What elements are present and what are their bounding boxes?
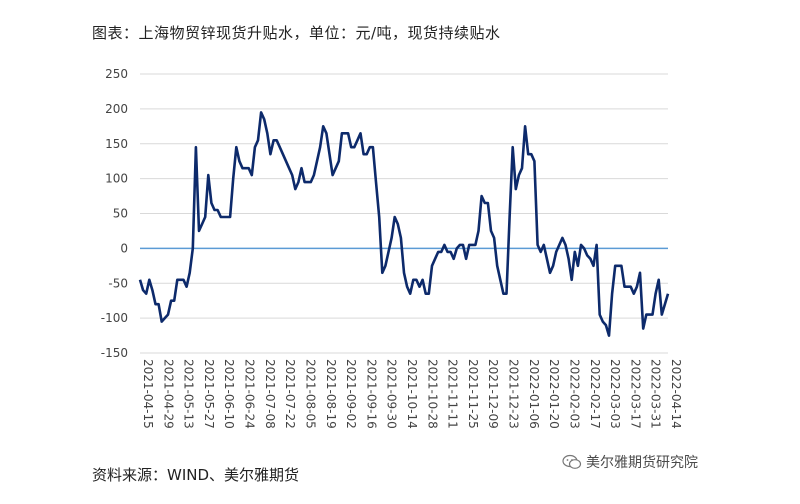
x-tick-label: 2022-04-14 [669,359,683,429]
x-axis: 2021-04-15 2021-04-29 2021-05-13 2021-05-27… [141,359,683,429]
series-line [138,111,670,337]
y-tick-label: -50 [108,276,128,290]
x-tick-label: 2021-08-05 [303,359,317,429]
y-axis: -150 -100 -50 0 50 100 150 200 250 [101,67,128,360]
x-tick-label: 2021-04-15 [141,359,155,429]
y-tick-label: 100 [105,172,128,186]
y-tick-label: -150 [101,346,128,360]
watermark: 美尔雅期货研究院 [562,452,698,472]
x-tick-label: 2022-03-03 [608,359,622,429]
x-tick-label: 2021-10-28 [425,359,439,429]
x-tick-label: 2021-11-25 [466,359,480,429]
x-tick-label: 2021-09-02 [344,359,358,429]
x-tick-label: 2022-03-31 [649,359,663,429]
wechat-icon [562,454,582,469]
x-tick-label: 2021-05-13 [182,359,196,429]
x-tick-label: 2021-10-14 [405,359,419,429]
x-tick-label: 2022-01-20 [547,359,561,429]
chart-title: 图表：上海物贸锌现货升贴水，单位：元/吨，现货持续贴水 [92,24,501,42]
y-tick-label: 0 [120,241,128,255]
x-tick-label: 2021-12-09 [486,359,500,429]
y-tick-label: 150 [105,137,128,151]
x-tick-label: 2021-09-16 [364,359,378,429]
x-tick-label: 2022-02-17 [588,359,602,429]
x-tick-label: 2022-03-17 [628,359,642,429]
y-tick-label: 250 [105,67,128,81]
x-tick-label: 2021-05-27 [202,359,216,429]
y-tick-label: -100 [101,311,128,325]
x-tick-label: 2021-11-11 [446,359,460,429]
x-tick-label: 2021-07-22 [283,359,297,429]
watermark-text: 美尔雅期货研究院 [586,455,698,471]
x-tick-label: 2021-07-08 [263,359,277,429]
x-tick-label: 2021-09-30 [385,359,399,429]
x-tick-label: 2022-02-03 [567,359,581,429]
x-tick-label: 2021-08-19 [324,359,338,429]
x-tick-label: 2021-12-23 [507,359,521,429]
series-layer [138,111,670,337]
x-tick-label: 2022-01-06 [527,359,541,429]
x-tick-label: 2021-06-10 [222,359,236,429]
y-tick-label: 50 [113,207,128,221]
source-note: 资料来源：WIND、美尔雅期货 [92,466,300,484]
x-tick-label: 2021-06-24 [243,359,257,429]
y-tick-label: 200 [105,102,128,116]
x-tick-label: 2021-04-29 [161,359,175,429]
